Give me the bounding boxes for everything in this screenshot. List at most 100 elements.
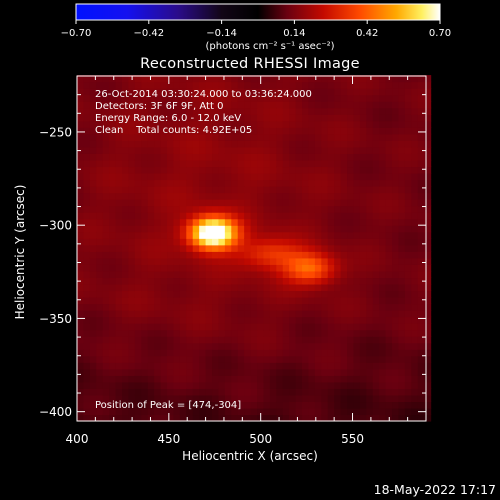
heatmap-cell <box>289 120 297 128</box>
heatmap-cell <box>186 310 194 318</box>
heatmap-cell <box>115 316 123 324</box>
heatmap-cell <box>289 296 297 305</box>
heatmap-cell <box>186 349 194 357</box>
heatmap-cell <box>173 316 181 324</box>
heatmap-cell <box>96 88 104 96</box>
heatmap-cell <box>173 120 181 128</box>
heatmap-cell <box>231 133 239 141</box>
heatmap-cell <box>154 270 162 279</box>
heatmap-cell <box>186 225 194 233</box>
heatmap-cell <box>385 303 393 311</box>
heatmap-cell <box>276 94 284 102</box>
heatmap-cell <box>160 192 168 200</box>
heatmap-cell <box>218 192 226 200</box>
heatmap-cell <box>122 310 130 318</box>
heatmap-cell <box>379 107 387 115</box>
heatmap-cell <box>276 225 284 233</box>
heatmap-cell <box>263 310 271 318</box>
heatmap-cell <box>141 166 149 174</box>
heatmap-cell <box>244 199 252 207</box>
heatmap-cell <box>128 159 136 168</box>
heatmap-cell <box>321 88 329 96</box>
heatmap-cell <box>398 264 406 272</box>
heatmap-cell <box>179 355 187 363</box>
heatmap-cell <box>359 283 367 292</box>
heatmap-cell <box>212 342 220 350</box>
heatmap-cell <box>141 329 149 337</box>
heatmap-cell <box>359 231 367 239</box>
heatmap-plot: 400 450 500 550−250−300−350−400 <box>39 75 432 446</box>
heatmap-cell <box>289 218 297 226</box>
heatmap-cell <box>141 186 149 194</box>
heatmap-cell <box>77 270 85 279</box>
heatmap-cell <box>340 146 348 154</box>
heatmap-cell <box>89 94 97 102</box>
heatmap-cell <box>404 88 412 96</box>
heatmap-cell <box>96 166 104 174</box>
heatmap-cell <box>379 186 387 194</box>
heatmap-cell <box>340 296 348 305</box>
heatmap-cell <box>314 218 322 226</box>
heatmap-cell <box>353 394 361 403</box>
heatmap-cell <box>359 257 367 265</box>
heatmap-cell <box>122 355 130 363</box>
heatmap-cell <box>212 381 220 389</box>
heatmap-cell <box>366 179 374 187</box>
heatmap-cell <box>173 368 181 376</box>
heatmap-cell <box>244 225 252 233</box>
heatmap-cell <box>115 179 123 187</box>
heatmap-cell <box>192 107 200 115</box>
heatmap-cell <box>179 218 187 226</box>
heatmap-cell <box>179 107 187 115</box>
heatmap-cell <box>282 368 290 376</box>
heatmap-cell <box>359 310 367 318</box>
heatmap-cell <box>231 231 239 239</box>
heatmap-cell <box>244 159 252 168</box>
heatmap-cell <box>147 101 155 109</box>
heatmap-cell <box>224 336 232 344</box>
heatmap-cell <box>102 199 110 207</box>
heatmap-cell <box>327 394 335 403</box>
heatmap-cell <box>141 238 149 246</box>
heatmap-cell <box>218 199 226 207</box>
heatmap-cell <box>102 75 110 83</box>
heatmap-cell <box>379 277 387 285</box>
heatmap-cell <box>379 218 387 226</box>
heatmap-cell <box>392 244 400 252</box>
heatmap-cell <box>109 323 117 331</box>
heatmap-cell <box>289 283 297 292</box>
heatmap-cell <box>154 251 162 259</box>
heatmap-cell <box>115 394 123 403</box>
heatmap-cell <box>83 362 91 370</box>
heatmap-cell <box>96 205 104 213</box>
heatmap-cell <box>199 342 207 350</box>
heatmap-cell <box>257 303 265 311</box>
heatmap-cell <box>417 342 425 350</box>
heatmap-cell <box>404 401 412 409</box>
heatmap-cell <box>205 375 213 383</box>
heatmap-cell <box>244 316 252 324</box>
heatmap-cell <box>289 336 297 344</box>
heatmap-cell <box>160 199 168 207</box>
heatmap-cell <box>186 186 194 194</box>
heatmap-cell <box>77 166 85 174</box>
heatmap-cell <box>295 114 303 122</box>
heatmap-cell <box>424 303 432 311</box>
heatmap-cell <box>424 407 432 416</box>
heatmap-cell <box>154 381 162 389</box>
heatmap-cell <box>295 199 303 207</box>
heatmap-cell <box>192 231 200 239</box>
heatmap-cell <box>327 283 335 292</box>
heatmap-cell <box>212 296 220 305</box>
heatmap-cell <box>334 81 342 89</box>
heatmap-cell <box>160 88 168 96</box>
heatmap-cell <box>186 264 194 272</box>
heatmap-cell <box>411 270 419 279</box>
heatmap-cell <box>134 81 142 89</box>
heatmap-cell <box>199 225 207 233</box>
heatmap-cell <box>122 283 130 292</box>
heatmap-cell <box>167 342 175 350</box>
heatmap-cell <box>115 146 123 154</box>
heatmap-cell <box>218 303 226 311</box>
heatmap-cell <box>359 120 367 128</box>
